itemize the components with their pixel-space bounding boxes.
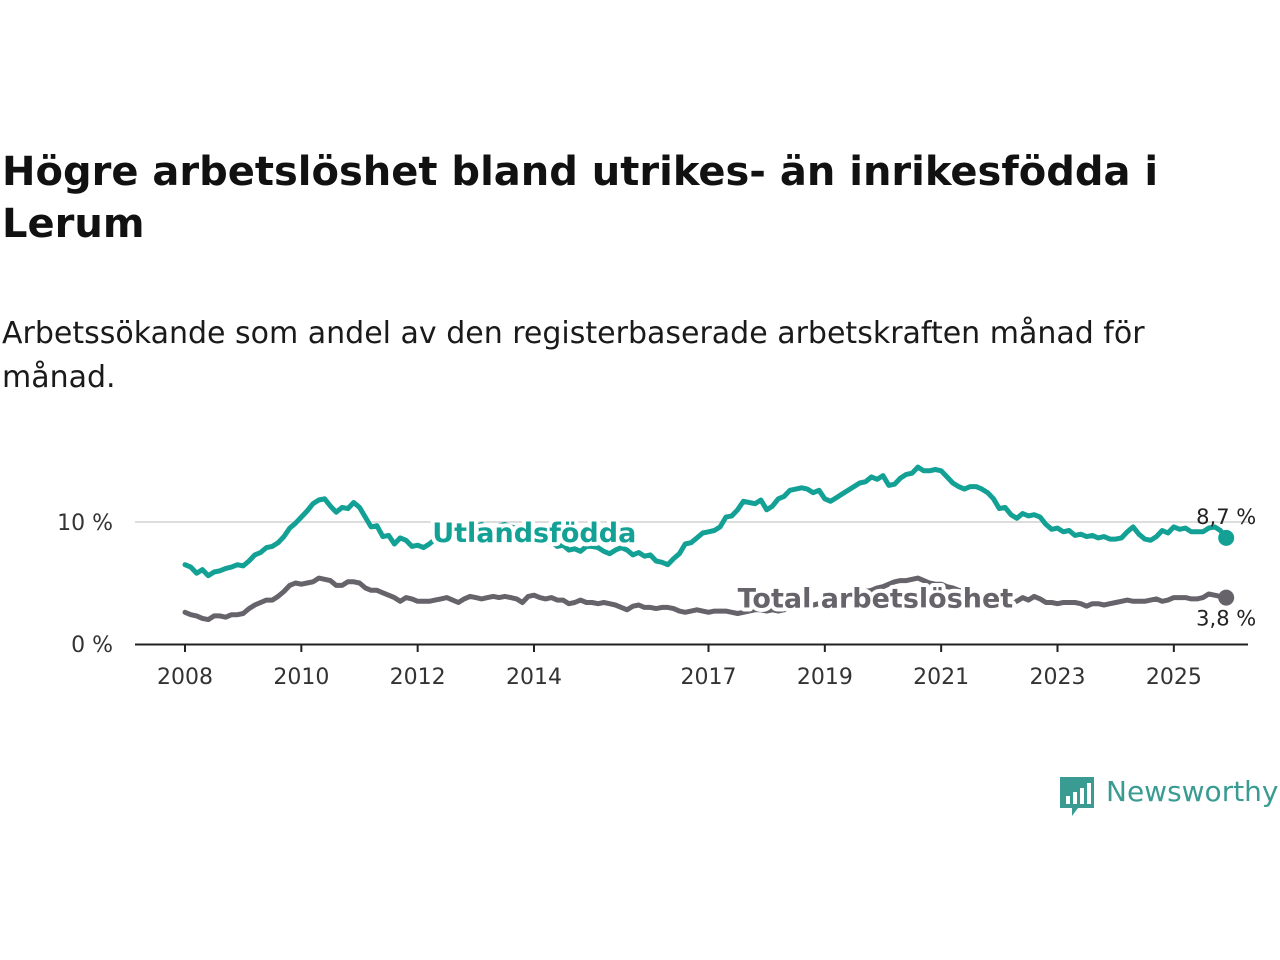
chart-title: Högre arbetslöshet bland utrikes- än inr… xyxy=(2,149,1159,247)
series-end-dot-0 xyxy=(1218,529,1235,546)
series-name-label-1: Total arbetslöshet xyxy=(738,584,1014,615)
x-tick-label: 2012 xyxy=(390,665,446,690)
x-tick-label: 2008 xyxy=(157,665,213,690)
series-lines xyxy=(182,464,1235,623)
x-tick-label: 2019 xyxy=(797,665,853,690)
x-tick-label: 2023 xyxy=(1030,665,1086,690)
x-tick-label: 2010 xyxy=(273,665,329,690)
series-line-0 xyxy=(182,464,1229,579)
newsworthy-logo-icon xyxy=(1060,777,1094,816)
series-end-label-0: 8,7 % xyxy=(1196,505,1256,529)
x-tick-label: 2025 xyxy=(1146,665,1202,690)
brand-name: Newsworthy xyxy=(1106,775,1279,808)
y-tick-label: 10 % xyxy=(57,511,113,536)
series-end-label-1: 3,8 % xyxy=(1196,607,1256,631)
newsworthy-brand[interactable]: Newsworthy xyxy=(1058,772,1280,820)
series-end-dot-1 xyxy=(1218,589,1235,606)
y-tick-label: 0 % xyxy=(71,633,113,658)
series-name-halo-1: Total arbetslöshet xyxy=(738,584,1014,615)
chart-subtitle: Arbetssökande som andel av den registerb… xyxy=(2,316,1145,395)
series-name-label-0: Utlandsfödda xyxy=(432,518,636,549)
x-tick-label: 2014 xyxy=(506,665,562,690)
x-tick-label: 2017 xyxy=(681,665,737,690)
axes: 0 % 10 % 2008 2010 2012 2014 2017 2019 2021 2023 2… xyxy=(57,511,1248,690)
series-line-1 xyxy=(182,575,1229,623)
x-tick-label: 2021 xyxy=(913,665,969,690)
series-name-halo-0: Utlandsfödda xyxy=(432,518,636,549)
